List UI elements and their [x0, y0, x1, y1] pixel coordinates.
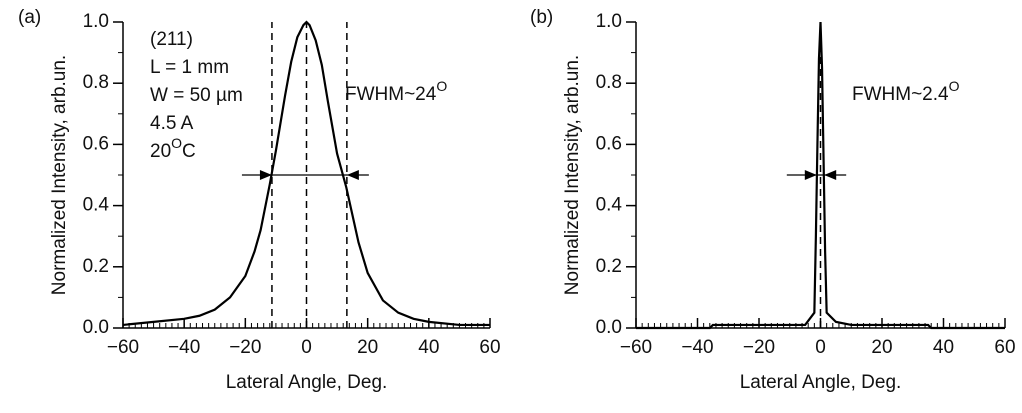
panel-label: (b) — [530, 7, 553, 28]
y-tick-label: 0.2 — [83, 256, 109, 277]
panel-label: (a) — [18, 7, 41, 28]
y-axis-label: Normalized Intensity, arb.un. — [49, 55, 70, 295]
x-tick-label: 20 — [357, 337, 378, 358]
annotation: FWHM~2.4O — [852, 78, 960, 105]
annotation: (211) — [150, 29, 193, 50]
data-line — [636, 21, 1005, 330]
annotation-sup: O — [436, 78, 447, 94]
y-tick-label: 0.8 — [596, 72, 622, 93]
x-tick-label: 40 — [418, 337, 439, 358]
y-tick-label: 0.6 — [596, 133, 622, 154]
y-tick-label: 0.8 — [83, 72, 109, 93]
x-tick-label: −40 — [168, 337, 200, 358]
panel: −60 −40 −20 0 20 40 60 0.0 0.2 0.4 0.6 0.8 1.0 Latera… — [18, 7, 501, 393]
x-axis-label: Lateral Angle, Deg. — [226, 372, 388, 393]
x-tick-label: −20 — [743, 337, 775, 358]
data-line — [122, 20, 490, 327]
annotation-text: C — [182, 141, 196, 162]
y-tick-label: 0.4 — [596, 195, 623, 216]
x-tick-label: 20 — [871, 337, 892, 358]
x-tick-label: 60 — [479, 337, 500, 358]
y-tick-label: 0.6 — [83, 133, 109, 154]
x-tick-label: −40 — [681, 337, 713, 358]
arrow-head — [804, 170, 817, 180]
x-tick-label: −20 — [229, 337, 261, 358]
x-tick-label: 40 — [933, 337, 954, 358]
x-tick-label: −60 — [620, 337, 652, 358]
x-tick-label: 0 — [815, 337, 826, 358]
x-axis-label: Lateral Angle, Deg. — [740, 372, 902, 393]
y-tick-label: 1.0 — [596, 11, 622, 32]
arrow-head — [259, 170, 272, 180]
annotation: L = 1 mm — [150, 57, 229, 78]
y-axis-label: Normalized Intensity, arb.un. — [562, 55, 583, 295]
annotation-text: W = 50 µm — [150, 85, 243, 106]
arrow-head — [824, 170, 837, 180]
annotation-text: 20 — [150, 141, 171, 162]
annotation: 20OC — [150, 135, 196, 162]
annotation: FWHM~24O — [345, 78, 447, 105]
annotation-text: FWHM~24 — [345, 84, 437, 105]
x-tick-label: −60 — [107, 337, 139, 358]
annotation-text: (211) — [150, 29, 193, 50]
arrow-head — [346, 170, 359, 180]
y-tick-label: 0.2 — [596, 256, 622, 277]
annotation-text: 4.5 A — [150, 113, 194, 134]
y-tick-label: 1.0 — [83, 11, 109, 32]
annotation: W = 50 µm — [150, 85, 243, 106]
y-tick-label: 0.4 — [83, 195, 110, 216]
annotation-text: L = 1 mm — [150, 57, 229, 78]
annotation-sup: O — [949, 78, 960, 94]
y-tick-label: 0.0 — [83, 317, 109, 338]
x-tick-label: 0 — [301, 337, 312, 358]
y-tick-label: 0.0 — [596, 317, 622, 338]
x-tick-label: 60 — [994, 337, 1015, 358]
annotation: 4.5 A — [150, 113, 194, 134]
annotation-sup: O — [171, 135, 182, 151]
annotation-text: FWHM~2.4 — [852, 84, 949, 105]
panel: −60 −40 −20 0 20 40 60 0.0 0.2 0.4 0.6 0.8 1.0 Latera… — [530, 7, 1016, 393]
